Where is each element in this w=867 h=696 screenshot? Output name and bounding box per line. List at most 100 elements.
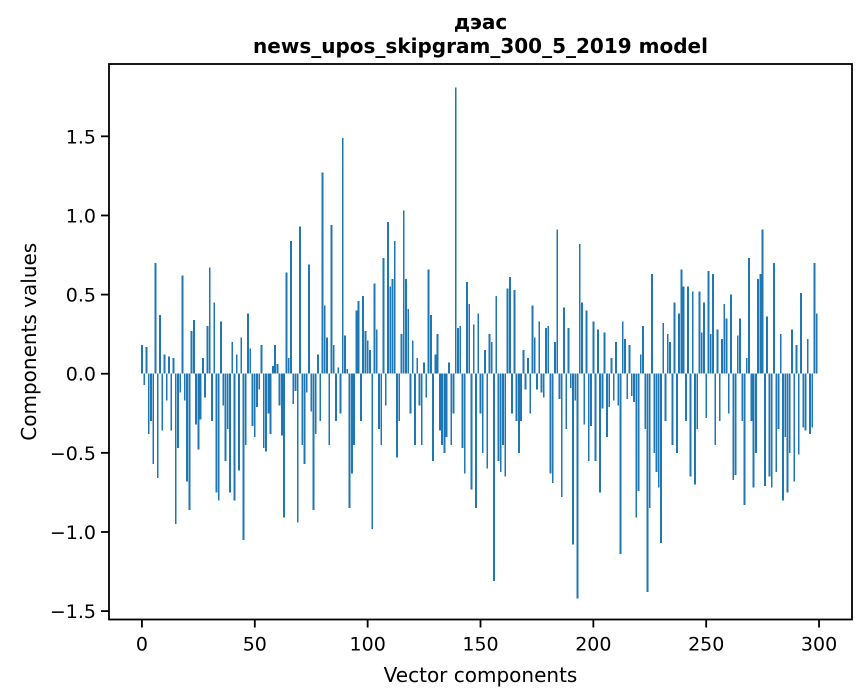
bar <box>651 274 653 374</box>
bar <box>445 373 448 438</box>
bar <box>811 373 814 428</box>
bar <box>777 373 780 430</box>
bar <box>204 373 207 398</box>
bar <box>752 373 755 488</box>
bar <box>380 373 383 445</box>
bar <box>725 318 728 374</box>
bar <box>565 373 568 430</box>
bar <box>348 373 351 509</box>
bar <box>493 373 495 582</box>
bar <box>750 373 753 422</box>
bar <box>305 373 308 393</box>
bar <box>526 357 529 374</box>
bar <box>727 373 730 414</box>
bar <box>766 316 769 374</box>
bar <box>423 362 425 374</box>
bar <box>536 373 538 390</box>
bar <box>335 373 337 422</box>
bar <box>642 326 644 374</box>
bar <box>197 373 200 450</box>
bar <box>716 329 719 374</box>
bar <box>199 373 202 420</box>
bar <box>192 319 195 374</box>
bar <box>508 277 511 374</box>
bar <box>475 373 477 509</box>
bar <box>572 373 574 545</box>
bar <box>172 357 175 374</box>
bar <box>402 210 405 374</box>
bar <box>244 373 247 445</box>
bar <box>511 373 514 414</box>
bar <box>346 368 349 374</box>
y-tick-label: −0.5 <box>50 443 96 465</box>
bar <box>177 373 179 449</box>
bar <box>373 283 376 374</box>
bar <box>414 373 416 445</box>
bar <box>497 373 500 461</box>
y-tick-label: 0.0 <box>66 364 96 386</box>
bar <box>159 315 161 374</box>
bar <box>353 373 356 445</box>
bar <box>768 373 771 477</box>
bar <box>797 373 800 455</box>
bar <box>224 373 227 461</box>
bar <box>723 304 726 374</box>
bar <box>802 373 805 428</box>
bar <box>605 373 608 438</box>
bar <box>357 300 360 374</box>
bar <box>425 373 428 398</box>
bar <box>545 327 547 374</box>
bar <box>791 329 793 374</box>
bar <box>269 373 272 434</box>
bar <box>583 373 586 425</box>
bar <box>662 323 665 374</box>
bar <box>152 373 155 464</box>
bar <box>396 373 398 458</box>
bar <box>265 373 267 452</box>
bar <box>391 278 394 374</box>
bar <box>405 278 407 374</box>
bar <box>556 229 559 374</box>
bars-group <box>141 87 818 599</box>
bar <box>621 321 624 374</box>
bar <box>314 373 317 434</box>
bar <box>574 373 577 401</box>
bar <box>472 324 475 374</box>
bar <box>707 270 710 374</box>
bar <box>226 373 229 430</box>
x-tick-label: 150 <box>462 634 498 656</box>
bar <box>745 357 748 374</box>
bar <box>463 373 466 474</box>
x-axis-label: Vector components <box>384 663 578 687</box>
bar <box>691 291 694 374</box>
bar <box>294 373 297 392</box>
bar <box>813 262 816 374</box>
bar <box>165 373 168 401</box>
bar <box>551 373 554 483</box>
y-axis-label: Components values <box>17 243 41 441</box>
bar <box>416 357 419 374</box>
bar <box>195 373 198 425</box>
bar <box>341 137 344 374</box>
bar <box>147 373 150 434</box>
bar <box>671 373 674 445</box>
bar <box>684 373 687 422</box>
bar <box>355 310 358 374</box>
bar <box>809 373 811 434</box>
bar <box>705 373 708 419</box>
bar <box>585 310 588 374</box>
bar <box>773 262 775 374</box>
bar <box>520 373 523 422</box>
bar <box>321 172 324 374</box>
bar <box>432 373 435 461</box>
bar <box>183 373 186 401</box>
bar <box>610 357 613 374</box>
bar <box>427 269 430 374</box>
bar <box>468 304 471 374</box>
bar <box>477 313 480 374</box>
bar <box>443 373 446 453</box>
y-tick-label: −1.5 <box>50 601 96 623</box>
bar <box>317 354 319 374</box>
bar <box>757 278 760 374</box>
bar <box>515 373 518 422</box>
